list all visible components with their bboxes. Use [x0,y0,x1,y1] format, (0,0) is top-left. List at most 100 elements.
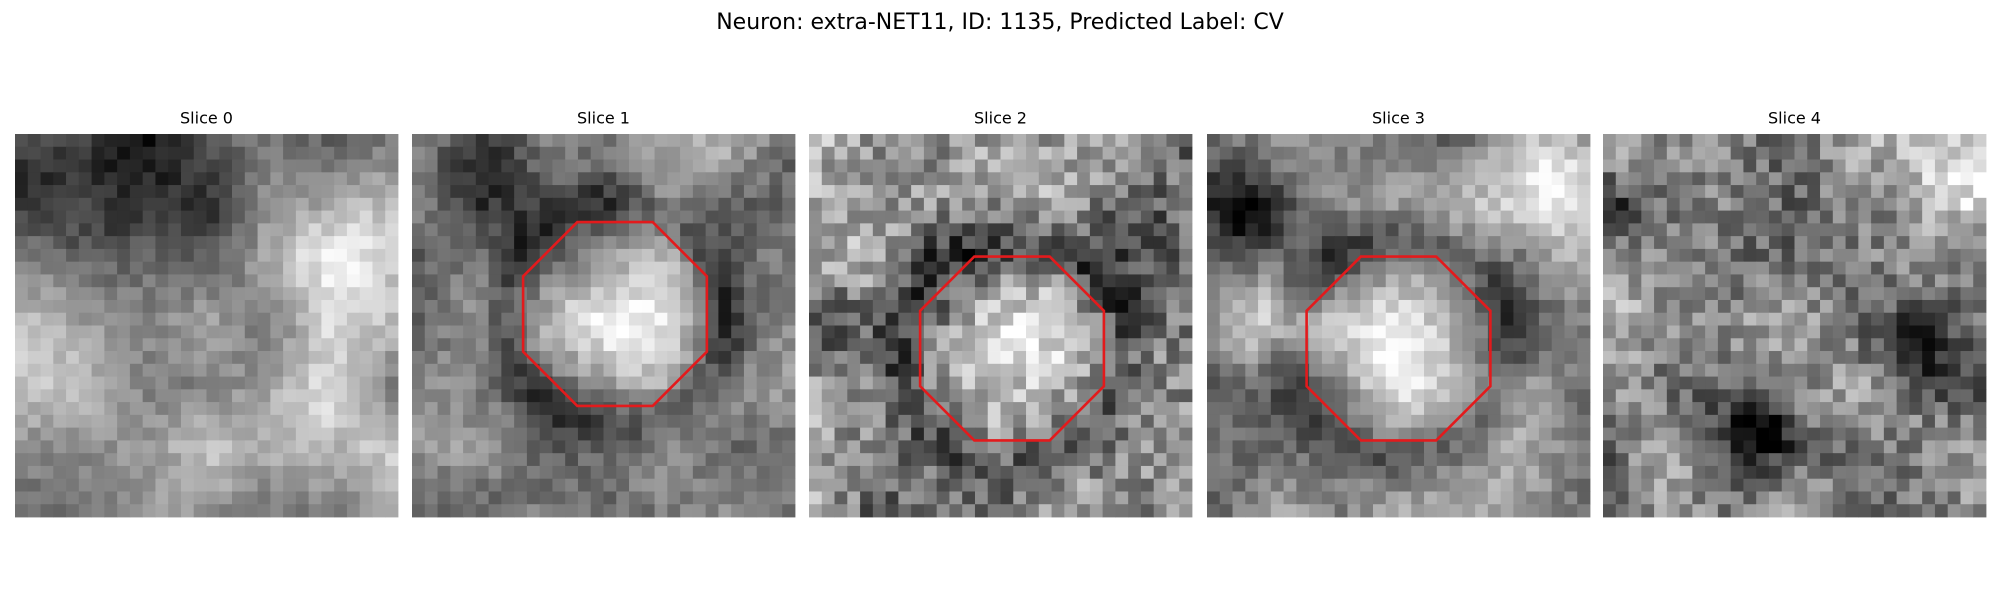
pixel [1270,414,1284,429]
pixel [1013,363,1027,377]
pixel [1411,376,1425,390]
pixel [1832,389,1846,403]
pixel [641,312,655,326]
pixel [232,402,246,416]
pixel [1102,287,1116,301]
pixel [193,363,207,377]
pixel [667,465,681,480]
pixel [1487,185,1502,199]
pixel [168,287,182,301]
pixel [475,363,489,377]
pixel [1705,325,1719,339]
pixel [450,261,464,275]
pixel [78,236,92,250]
pixel [1730,478,1744,492]
pixel [821,248,835,263]
pixel [1500,223,1514,237]
pixel [1794,414,1808,429]
pixel [1102,248,1116,263]
pixel [654,478,668,492]
pixel [1564,491,1578,505]
pixel [949,376,963,390]
pixel [488,351,502,365]
pixel [437,299,451,314]
pixel [821,504,835,518]
pixel [1628,287,1642,301]
pixel [372,325,386,339]
pixel [180,210,195,224]
pixel [1487,491,1502,505]
pixel [1705,427,1719,441]
pixel [962,172,976,186]
pixel [257,453,271,467]
pixel [424,210,438,224]
pixel [782,197,796,211]
pixel [949,465,963,480]
pixel [1000,363,1014,377]
pixel [308,402,322,416]
pixel [603,376,617,390]
pixel [1679,159,1693,173]
pixel [911,389,925,403]
pixel [244,146,258,160]
pixel [1960,363,1974,377]
pixel [1666,172,1680,186]
pixel [872,491,886,505]
pixel [1513,248,1527,263]
pixel [27,325,41,339]
pixel [987,197,1001,211]
pixel [1526,134,1540,148]
pixel [974,491,989,505]
pixel [539,146,553,160]
pixel [1743,248,1757,263]
pixel [53,210,67,224]
pixel [1615,159,1629,173]
pixel [283,453,297,467]
pixel [1270,261,1284,275]
pixel [1922,478,1936,492]
pixel [565,236,579,250]
pixel [270,134,284,148]
pixel [1883,427,1898,441]
pixel [359,465,373,480]
pixel [1628,299,1642,314]
pixel [1500,440,1514,454]
pixel [168,363,182,377]
pixel [1258,338,1272,352]
pixel [1500,414,1514,429]
pixel [1871,223,1885,237]
pixel [782,325,796,339]
pixel [1654,248,1668,263]
pixel [334,172,348,186]
pixel [66,299,80,314]
pixel [1960,172,1974,186]
pixel [283,261,297,275]
pixel [680,197,694,211]
pixel [1000,197,1014,211]
pixel [1128,376,1142,390]
pixel [308,172,322,186]
pixel [692,312,707,326]
pixel [168,236,182,250]
pixel [53,465,67,480]
roi-outline [918,255,1106,442]
pixel [1153,453,1167,467]
pixel [731,236,745,250]
pixel [257,465,271,480]
pixel [1424,312,1438,326]
pixel [1179,402,1193,416]
pixel [1960,159,1974,173]
pixel [1641,453,1655,467]
pixel [104,210,118,224]
pixel [1717,197,1732,211]
pixel [834,197,848,211]
pixel [782,274,796,288]
pixel [1513,312,1527,326]
pixel [577,402,592,416]
pixel [1909,376,1923,390]
pixel [692,465,707,480]
pixel [1947,299,1961,314]
pixel [1077,134,1091,148]
pixel [577,299,592,314]
pixel [308,210,322,224]
